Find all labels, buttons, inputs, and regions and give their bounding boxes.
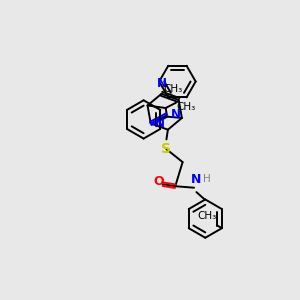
- Text: CH₃: CH₃: [176, 101, 195, 112]
- Text: H: H: [203, 174, 211, 184]
- Text: N: N: [171, 108, 181, 122]
- Text: CH₃: CH₃: [164, 83, 183, 94]
- Text: N: N: [157, 77, 166, 90]
- Text: N: N: [191, 172, 202, 186]
- Text: N: N: [155, 117, 165, 130]
- Text: CH₃: CH₃: [197, 211, 217, 221]
- Text: S: S: [161, 142, 171, 156]
- Text: O: O: [153, 175, 164, 188]
